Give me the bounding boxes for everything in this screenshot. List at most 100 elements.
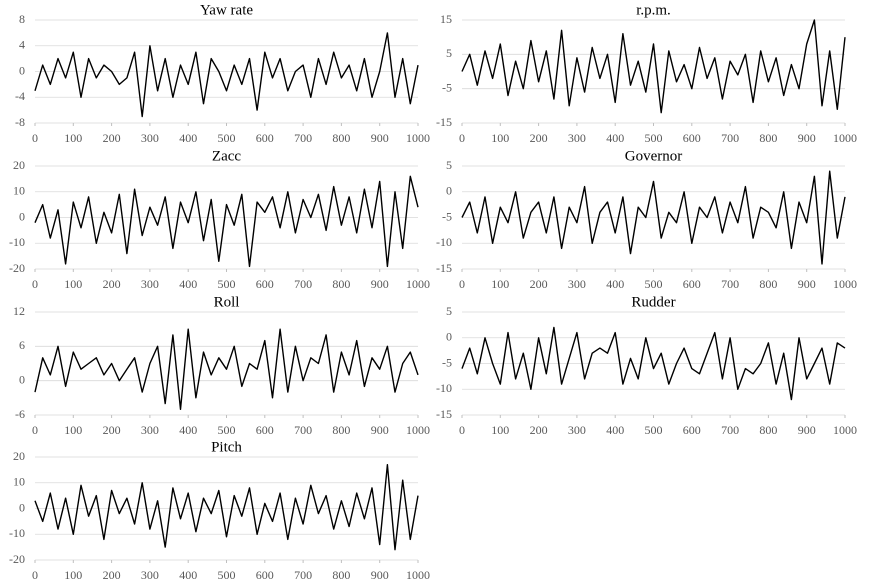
- x-tick-label: 600: [683, 277, 701, 291]
- y-tick-label: 5: [446, 304, 452, 318]
- x-tick-label: 0: [32, 423, 38, 437]
- chart-title: Governor: [625, 148, 682, 164]
- y-tick-label: -5: [442, 80, 452, 94]
- y-tick-label: 5: [446, 158, 452, 172]
- x-tick-label: 400: [179, 423, 197, 437]
- y-tick-label: 20: [13, 158, 25, 172]
- x-tick-label: 1000: [406, 277, 430, 291]
- x-tick-label: 1000: [406, 423, 430, 437]
- chart-title: Roll: [214, 294, 240, 310]
- x-tick-label: 500: [218, 131, 236, 145]
- x-tick-label: 700: [294, 423, 312, 437]
- x-tick-label: 1000: [833, 423, 857, 437]
- x-tick-label: 200: [530, 277, 548, 291]
- x-tick-label: 200: [103, 131, 121, 145]
- y-tick-label: -4: [15, 89, 25, 103]
- x-tick-label: 100: [491, 423, 509, 437]
- x-tick-label: 900: [371, 423, 389, 437]
- x-tick-label: 800: [332, 131, 350, 145]
- x-tick-label: 0: [32, 277, 38, 291]
- data-line: [34, 175, 419, 268]
- chart-title: Pitch: [211, 439, 242, 455]
- x-tick-label: 800: [759, 131, 777, 145]
- x-tick-label: 300: [141, 568, 159, 582]
- chart-title: Zacc: [212, 148, 241, 164]
- x-tick-label: 0: [32, 131, 38, 145]
- y-tick-label: -8: [15, 115, 25, 129]
- x-tick-label: 0: [459, 131, 465, 145]
- x-tick-label: 100: [64, 131, 82, 145]
- y-tick-label: 0: [19, 500, 25, 514]
- x-tick-label: 700: [721, 277, 739, 291]
- y-tick-label: -20: [9, 552, 25, 566]
- x-tick-label: 900: [798, 277, 816, 291]
- x-tick-label: 700: [294, 568, 312, 582]
- x-tick-label: 700: [294, 131, 312, 145]
- x-tick-label: 1000: [833, 277, 857, 291]
- x-tick-label: 100: [64, 277, 82, 291]
- data-line: [461, 19, 846, 114]
- x-tick-label: 100: [491, 131, 509, 145]
- x-tick-label: 800: [332, 277, 350, 291]
- x-tick-label: 600: [683, 423, 701, 437]
- x-tick-label: 400: [606, 423, 624, 437]
- y-tick-label: 0: [19, 372, 25, 386]
- x-tick-label: 500: [218, 277, 236, 291]
- x-tick-label: 900: [798, 423, 816, 437]
- x-tick-label: 600: [683, 131, 701, 145]
- x-tick-label: 900: [798, 131, 816, 145]
- y-tick-label: -5: [442, 355, 452, 369]
- y-tick-label: 0: [19, 63, 25, 77]
- x-tick-label: 800: [759, 423, 777, 437]
- y-tick-label: -6: [15, 407, 25, 421]
- x-tick-label: 600: [256, 568, 274, 582]
- x-tick-label: 300: [568, 423, 586, 437]
- x-tick-label: 200: [530, 131, 548, 145]
- x-tick-label: 0: [459, 423, 465, 437]
- y-tick-label: -15: [436, 115, 452, 129]
- x-tick-label: 400: [606, 131, 624, 145]
- chart-title: Yaw rate: [200, 2, 253, 18]
- y-tick-label: 12: [13, 304, 25, 318]
- x-tick-label: 700: [721, 131, 739, 145]
- x-tick-label: 600: [256, 423, 274, 437]
- y-tick-label: 0: [19, 209, 25, 223]
- y-tick-label: 0: [446, 330, 452, 344]
- data-line: [34, 328, 419, 410]
- x-tick-label: 900: [371, 568, 389, 582]
- y-tick-label: 10: [13, 475, 25, 489]
- x-tick-label: 300: [568, 277, 586, 291]
- data-line: [461, 326, 846, 401]
- x-tick-label: 500: [645, 423, 663, 437]
- data-line: [461, 170, 846, 265]
- y-tick-label: 5: [446, 46, 452, 60]
- x-tick-label: 800: [332, 423, 350, 437]
- x-tick-label: 500: [218, 568, 236, 582]
- x-tick-label: 500: [645, 131, 663, 145]
- x-tick-label: 200: [103, 568, 121, 582]
- x-tick-label: 0: [459, 277, 465, 291]
- x-tick-label: 600: [256, 131, 274, 145]
- x-tick-label: 500: [645, 277, 663, 291]
- x-tick-label: 100: [491, 277, 509, 291]
- x-tick-label: 100: [64, 568, 82, 582]
- x-tick-label: 100: [64, 423, 82, 437]
- data-line: [34, 32, 419, 118]
- x-tick-label: 1000: [406, 568, 430, 582]
- x-tick-label: 200: [530, 423, 548, 437]
- x-tick-label: 900: [371, 277, 389, 291]
- x-tick-label: 400: [179, 568, 197, 582]
- x-tick-label: 700: [294, 277, 312, 291]
- x-tick-label: 400: [179, 277, 197, 291]
- y-tick-label: -20: [9, 261, 25, 275]
- y-tick-label: 10: [13, 184, 25, 198]
- x-tick-label: 800: [332, 568, 350, 582]
- y-tick-label: 20: [13, 449, 25, 463]
- x-tick-label: 1000: [406, 131, 430, 145]
- x-tick-label: 600: [256, 277, 274, 291]
- y-tick-label: 0: [446, 184, 452, 198]
- y-tick-label: -5: [442, 209, 452, 223]
- y-tick-label: 4: [19, 38, 25, 52]
- data-line: [34, 464, 419, 551]
- x-tick-label: 1000: [833, 131, 857, 145]
